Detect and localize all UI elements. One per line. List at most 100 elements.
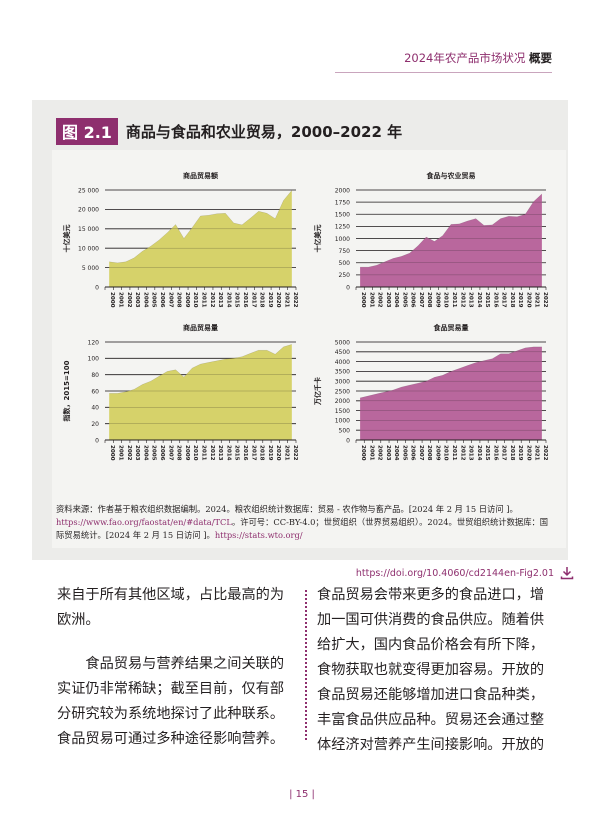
series-area (109, 344, 292, 440)
download-icon[interactable] (560, 566, 574, 580)
x-tick-label: 2008 (426, 445, 432, 461)
section-title: 概要 (529, 51, 552, 65)
y-tick-label: 0 (346, 284, 350, 291)
source-link-fao[interactable]: https://www.fao.org/faostat/en/#data/TCL (56, 517, 232, 527)
paragraph: 食品贸易与营养结果之间关联的实证仍非常稀缺；截至目前，仅有部分研究较为系统地探讨… (57, 656, 285, 747)
x-tick-label: 2020 (525, 445, 531, 461)
x-tick-label: 2020 (275, 292, 281, 308)
x-tick-label: 2021 (534, 445, 540, 461)
x-tick-label: 2016 (492, 445, 498, 461)
chart-title: 商品贸易额 (183, 171, 218, 180)
x-tick-label: 2004 (142, 445, 148, 461)
x-tick-label: 2014 (476, 445, 482, 461)
x-tick-label: 2001 (117, 292, 123, 308)
x-tick-label: 2021 (534, 292, 540, 308)
y-tick-label: 40 (91, 405, 99, 412)
y-tick-label: 1000 (335, 418, 350, 425)
chart-title: 食品贸易量 (433, 323, 469, 332)
x-tick-label: 2017 (250, 445, 256, 461)
x-tick-label: 2012 (209, 445, 215, 461)
x-tick-label: 2010 (192, 445, 198, 461)
x-tick-label: 2020 (525, 292, 531, 308)
x-tick-label: 2007 (418, 292, 424, 308)
x-tick-label: 2005 (151, 292, 157, 308)
y-tick-label: 10 000 (78, 246, 99, 253)
figure-label: 图 2.1 (56, 118, 118, 145)
source-link-wto[interactable]: https://stats.wto.org/ (214, 530, 303, 540)
y-tick-label: 120 (88, 339, 100, 346)
figure-source: 资料来源：作者基于粮农组织数据编制。2024。粮农组织统计数据库：贸易 - 农作… (56, 503, 556, 542)
column-divider (305, 590, 307, 740)
y-tick-label: 60 (91, 388, 99, 395)
y-tick-label: 1250 (335, 224, 350, 231)
running-head: 2024年农产品市场状况 概要 (404, 50, 552, 66)
x-tick-label: 2022 (292, 445, 298, 461)
x-tick-label: 2011 (451, 445, 457, 461)
x-tick-label: 2013 (217, 445, 223, 461)
y-tick-label: 750 (339, 248, 351, 255)
y-tick-label: 3500 (335, 369, 350, 376)
x-tick-label: 2000 (360, 292, 366, 308)
y-axis-label: 万亿千卡 (313, 377, 322, 406)
x-tick-label: 2000 (109, 292, 115, 308)
x-tick-label: 2006 (159, 445, 165, 461)
x-tick-label: 2021 (284, 445, 290, 461)
chart-area (52, 150, 566, 548)
x-tick-label: 2002 (126, 292, 132, 308)
y-tick-label: 500 (339, 428, 351, 435)
chart-title: 食品与农业贸易 (426, 171, 476, 180)
y-tick-label: 1500 (335, 212, 350, 219)
source-text-1: 资料来源：作者基于粮农组织数据编制。2024。粮农组织统计数据库：贸易 - 农作… (56, 504, 518, 514)
x-tick-label: 2009 (434, 292, 440, 308)
y-axis-label: 指数，2015=100 (62, 360, 71, 421)
x-tick-label: 2003 (134, 445, 140, 461)
x-tick-label: 2002 (377, 445, 383, 461)
x-tick-label: 2008 (176, 292, 182, 308)
report-title: 2024年农产品市场状况 (404, 51, 526, 65)
x-tick-label: 2011 (451, 292, 457, 308)
x-tick-label: 2003 (385, 292, 391, 308)
x-tick-label: 2018 (509, 292, 515, 308)
x-tick-label: 2018 (259, 445, 265, 461)
x-tick-label: 2016 (242, 445, 248, 461)
x-tick-label: 2020 (275, 445, 281, 461)
x-tick-label: 2018 (509, 445, 515, 461)
doi-link[interactable]: https://doi.org/10.4060/cd2144en-Fig2.01 (355, 567, 554, 579)
x-tick-label: 2017 (501, 445, 507, 461)
x-tick-label: 2008 (176, 445, 182, 461)
header-rule (335, 72, 552, 73)
x-tick-label: 2006 (159, 292, 165, 308)
figure-title: 商品与食品和农业贸易，2000–2022 年 (125, 123, 403, 141)
x-tick-label: 2014 (476, 292, 482, 308)
page-number: | 15 | (289, 789, 315, 800)
x-tick-label: 2018 (259, 292, 265, 308)
series-line (360, 193, 543, 268)
series-area (360, 346, 542, 440)
y-tick-label: 2000 (335, 398, 350, 405)
x-tick-label: 2009 (434, 445, 440, 461)
x-tick-label: 2003 (134, 292, 140, 308)
y-tick-label: 1750 (335, 199, 350, 206)
paragraph: 来自于所有其他区域，占比最高的为欧洲。 (57, 587, 285, 628)
doi-link-row[interactable]: https://doi.org/10.4060/cd2144en-Fig2.01 (356, 566, 574, 580)
x-tick-label: 2005 (151, 445, 157, 461)
x-tick-label: 2016 (492, 292, 498, 308)
x-tick-label: 2008 (426, 292, 432, 308)
x-tick-label: 2011 (201, 292, 207, 308)
y-tick-label: 4000 (335, 359, 350, 366)
x-tick-label: 2022 (292, 292, 298, 308)
x-tick-label: 2013 (468, 445, 474, 461)
x-tick-label: 2019 (267, 445, 273, 461)
x-tick-label: 2004 (142, 292, 148, 308)
x-tick-label: 2007 (167, 445, 173, 461)
x-tick-label: 2010 (443, 445, 449, 461)
x-tick-label: 2016 (242, 292, 248, 308)
x-tick-label: 2005 (401, 445, 407, 461)
y-tick-label: 3000 (335, 379, 350, 386)
body-column-right: 食品贸易会带来更多的食品进口，增加一国可供消费的食品供应。随着供给扩大，国内食品… (317, 583, 553, 758)
x-tick-label: 2013 (468, 292, 474, 308)
x-tick-label: 2001 (368, 292, 374, 308)
x-tick-label: 2021 (284, 292, 290, 308)
x-tick-label: 2014 (225, 292, 231, 308)
